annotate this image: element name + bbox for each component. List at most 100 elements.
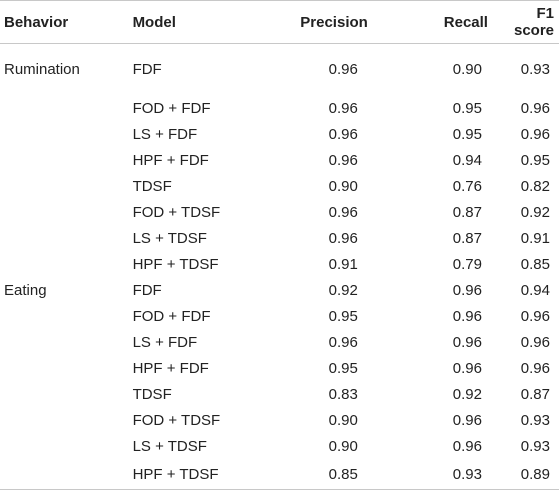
cell-model: FOD + TDSF bbox=[132, 412, 221, 429]
cell-model: TDSF bbox=[132, 178, 172, 195]
cell-precision: 0.96 bbox=[328, 204, 358, 221]
cell-f1-score: 0.82 bbox=[520, 178, 550, 195]
cell-recall: 0.96 bbox=[452, 334, 482, 351]
cell-f1-score: 0.87 bbox=[520, 386, 550, 403]
table-row: HPF + FDF 0.95 0.96 0.96 bbox=[0, 356, 559, 382]
cell-precision: 0.96 bbox=[328, 100, 358, 117]
header-precision: Precision bbox=[253, 0, 382, 44]
cell-behavior bbox=[0, 459, 133, 490]
cell-recall: 0.96 bbox=[452, 438, 482, 455]
cell-behavior: Rumination bbox=[4, 61, 80, 79]
cell-f1-score: 0.96 bbox=[520, 100, 550, 117]
cell-recall: 0.87 bbox=[452, 204, 482, 221]
cell-f1-score: 0.94 bbox=[520, 282, 550, 299]
cell-precision: 0.90 bbox=[328, 412, 358, 429]
cell-recall: 0.96 bbox=[452, 412, 482, 429]
cell-precision: 0.90 bbox=[328, 178, 358, 195]
cell-f1-score: 0.96 bbox=[520, 360, 550, 377]
cell-precision: 0.96 bbox=[328, 334, 358, 351]
cell-model: LS + TDSF bbox=[132, 438, 207, 455]
cell-model: TDSF bbox=[132, 386, 172, 403]
cell-behavior bbox=[0, 330, 133, 356]
table-row: FOD + TDSF 0.96 0.87 0.92 bbox=[0, 200, 559, 226]
table-row: HPF + FDF 0.96 0.94 0.95 bbox=[0, 148, 559, 174]
cell-f1-score: 0.91 bbox=[520, 230, 550, 247]
cell-recall: 0.93 bbox=[381, 459, 514, 490]
cell-precision: 0.96 bbox=[328, 61, 358, 79]
cell-precision: 0.96 bbox=[328, 230, 358, 247]
cell-behavior bbox=[0, 356, 133, 382]
table-row: TDSF 0.83 0.92 0.87 bbox=[0, 382, 559, 408]
header-row: Behavior Model Precision Recall F1 score bbox=[0, 0, 559, 44]
cell-behavior bbox=[0, 434, 133, 460]
table-row: FOD + FDF 0.95 0.96 0.96 bbox=[0, 304, 559, 330]
cell-model: FOD + TDSF bbox=[132, 204, 221, 221]
cell-model: FDF bbox=[132, 61, 162, 79]
cell-recall: 0.79 bbox=[452, 256, 482, 273]
cell-precision: 0.96 bbox=[328, 126, 358, 143]
cell-recall: 0.96 bbox=[452, 282, 482, 299]
header-recall: Recall bbox=[381, 0, 514, 44]
cell-precision: 0.90 bbox=[328, 438, 358, 455]
cell-model: HPF + FDF bbox=[132, 152, 209, 169]
cell-behavior bbox=[0, 226, 133, 252]
cell-precision: 0.95 bbox=[328, 360, 358, 377]
cell-model: HPF + TDSF bbox=[132, 459, 254, 490]
cell-behavior bbox=[0, 96, 133, 122]
table-row: FOD + TDSF 0.90 0.96 0.93 bbox=[0, 408, 559, 434]
cell-recall: 0.94 bbox=[452, 152, 482, 169]
cell-f1-score: 0.96 bbox=[520, 126, 550, 143]
table-header: Behavior Model Precision Recall F1 score bbox=[0, 0, 559, 44]
cell-f1-score: 0.93 bbox=[520, 61, 550, 79]
table-row: LS + TDSF 0.96 0.87 0.91 bbox=[0, 226, 559, 252]
table-row: FOD + FDF 0.96 0.95 0.96 bbox=[0, 96, 559, 122]
cell-behavior bbox=[0, 304, 133, 330]
table-body: Rumination FDF 0.96 0.90 0.93 FOD + FDF 0.96 0.… bbox=[0, 44, 559, 490]
cell-f1-score: 0.96 bbox=[520, 308, 550, 325]
cell-behavior bbox=[0, 382, 133, 408]
cell-recall: 0.90 bbox=[452, 61, 482, 79]
cell-f1-score: 0.95 bbox=[520, 152, 550, 169]
cell-behavior bbox=[0, 252, 133, 278]
cell-behavior: Eating bbox=[4, 282, 47, 299]
cell-f1-score: 0.96 bbox=[520, 334, 550, 351]
cell-behavior bbox=[0, 148, 133, 174]
cell-precision: 0.95 bbox=[328, 308, 358, 325]
cell-behavior bbox=[0, 122, 133, 148]
cell-behavior bbox=[0, 174, 133, 200]
table-row: LS + FDF 0.96 0.95 0.96 bbox=[0, 122, 559, 148]
cell-model: HPF + TDSF bbox=[132, 256, 219, 273]
cell-recall: 0.95 bbox=[452, 100, 482, 117]
cell-f1-score: 0.93 bbox=[520, 412, 550, 429]
cell-recall: 0.87 bbox=[452, 230, 482, 247]
cell-precision: 0.91 bbox=[328, 256, 358, 273]
cell-model: LS + FDF bbox=[132, 126, 198, 143]
table-row: Rumination FDF 0.96 0.90 0.93 bbox=[0, 44, 559, 96]
cell-model: LS + TDSF bbox=[132, 230, 207, 247]
table-row: HPF + TDSF 0.91 0.79 0.85 bbox=[0, 252, 559, 278]
table-row: TDSF 0.90 0.76 0.82 bbox=[0, 174, 559, 200]
cell-f1-score: 0.85 bbox=[520, 256, 550, 273]
header-model: Model bbox=[132, 0, 254, 44]
cell-precision: 0.92 bbox=[328, 282, 358, 299]
cell-recall: 0.95 bbox=[452, 126, 482, 143]
cell-f1-score: 0.92 bbox=[520, 204, 550, 221]
cell-model: FOD + FDF bbox=[132, 100, 211, 117]
cell-model: LS + FDF bbox=[132, 334, 198, 351]
cell-behavior bbox=[0, 200, 133, 226]
cell-precision: 0.83 bbox=[328, 386, 358, 403]
cell-model: FDF bbox=[132, 282, 162, 299]
cell-recall: 0.96 bbox=[452, 360, 482, 377]
header-behavior: Behavior bbox=[0, 0, 133, 44]
cell-precision: 0.96 bbox=[328, 152, 358, 169]
cell-recall: 0.96 bbox=[452, 308, 482, 325]
cell-f1-score: 0.93 bbox=[520, 438, 550, 455]
table-row: HPF + TDSF 0.85 0.93 0.89 bbox=[0, 459, 559, 490]
cell-model: FOD + FDF bbox=[132, 308, 211, 325]
table-row: Eating FDF 0.92 0.96 0.94 bbox=[0, 278, 559, 304]
cell-model: HPF + FDF bbox=[132, 360, 209, 377]
cell-recall: 0.92 bbox=[452, 386, 482, 403]
table-row: LS + TDSF 0.90 0.96 0.93 bbox=[0, 434, 559, 460]
cell-recall: 0.76 bbox=[452, 178, 482, 195]
